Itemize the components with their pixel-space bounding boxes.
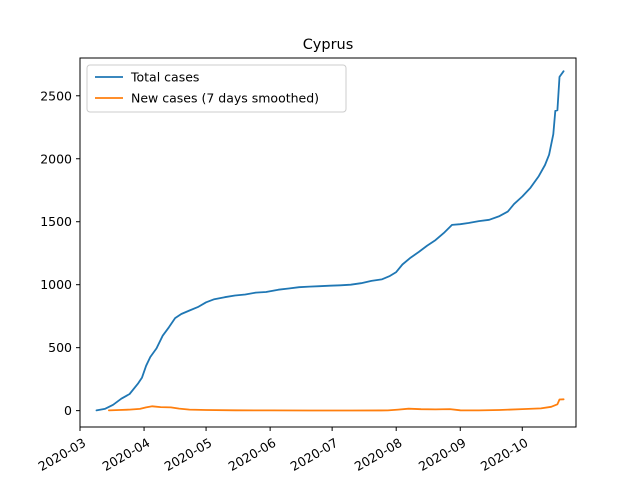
chart-title: Cyprus [303,37,354,53]
y-tick-label: 0 [64,403,72,418]
legend: Total cases New cases (7 days smoothed) [86,64,347,113]
legend-box [86,64,347,113]
y-tick-label: 1500 [40,214,72,229]
y-axis-ticks: 0 500 1000 1500 2000 2500 [40,88,80,418]
plot-frame [79,57,577,428]
series-lines [95,70,565,412]
series-line-new-cases-smoothed [108,398,565,412]
y-tick-label: 2500 [40,88,72,103]
y-tick-label: 1000 [40,277,72,292]
series-line-total-cases [95,70,565,412]
legend-label: Total cases [130,70,199,85]
y-tick-label: 2000 [40,151,72,166]
legend-label: New cases (7 days smoothed) [131,91,319,106]
y-tick-label: 500 [48,340,72,355]
